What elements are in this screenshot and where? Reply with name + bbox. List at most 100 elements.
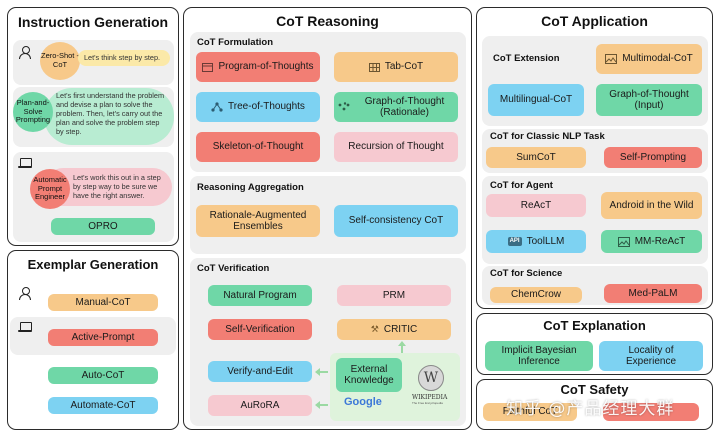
node-label: Manual-CoT (75, 296, 131, 308)
node-label: Locality of Experience (625, 344, 677, 368)
node-label: Android in the Wild (609, 199, 694, 211)
cot-safety-panel: CoT Safety Faithful CoT (476, 379, 713, 430)
opro-node: OPRO (51, 218, 155, 235)
node-label: Rationale-Augmented Ensembles (209, 209, 307, 233)
node-label: CRITIC (383, 323, 418, 335)
node-label: ToolLLM (526, 235, 565, 247)
section-title: Reasoning Aggregation (197, 182, 304, 193)
manual-cot-node: Manual-CoT (48, 294, 158, 311)
active-prompt-node: Active-Prompt (48, 329, 158, 346)
wikipedia-tagline: The Free Encyclopedia (412, 401, 443, 405)
implicit-bayesian-inference-node: Implicit Bayesian Inference (485, 341, 593, 371)
auto-cot-node: Auto-CoT (48, 367, 158, 384)
tree-icon (211, 102, 223, 112)
node-label: ChemCrow (510, 289, 561, 301)
node-label: Program-of-Thoughts (218, 61, 314, 73)
node-label: Natural Program (223, 289, 297, 301)
toolllm-node: API ToolLLM (486, 230, 586, 253)
ape-prompt-text: Let's work this out in a step by step wa… (73, 173, 161, 200)
plan-and-solve-node: Plan-and-Solve Prompting (13, 92, 53, 132)
cot-explanation-panel: CoT Explanation Implicit Bayesian Infere… (476, 313, 713, 375)
grid-icon (368, 62, 380, 72)
node-label: Graph-of-Thought (Input) (609, 88, 689, 112)
ape-node: Automatic Prompt Engineer (30, 169, 70, 209)
laptop-icon (18, 158, 32, 169)
section-title: CoT Formulation (197, 37, 273, 48)
recursion-of-thought-node: Recursion of Thought (334, 132, 458, 162)
wikipedia-globe-icon: W (418, 365, 444, 391)
android-in-the-wild-node: Android in the Wild (601, 192, 702, 219)
node-label: Med-PaLM (628, 287, 678, 299)
rationale-augmented-ensembles-node: Rationale-Augmented Ensembles (196, 205, 320, 237)
node-label: Recursion of Thought (348, 141, 444, 153)
node-label: AuRoRA (240, 399, 280, 411)
critic-node: ⚒ CRITIC (337, 319, 451, 340)
node-label: Self-consistency CoT (348, 215, 444, 227)
cot-application-panel: CoT Application CoT Extension Multimodal… (476, 7, 713, 309)
verify-and-edit-node: Verify-and-Edit (208, 361, 312, 382)
node-label: Skeleton-of-Thought (212, 141, 304, 153)
zero-shot-cot-node: Zero-Shot -CoT (40, 42, 80, 80)
node-label: Self-Verification (225, 323, 295, 335)
api-icon: API (507, 237, 522, 246)
node-label: MM-ReAcT (634, 235, 686, 247)
aurora-node: AuRoRA (208, 395, 312, 416)
node-label: Self-Prompting (619, 151, 687, 163)
tools-icon: ⚒ (370, 324, 379, 335)
wikipedia-wordmark: WIKIPEDIA (412, 394, 448, 401)
panel-title: CoT Reasoning (276, 13, 379, 29)
tab-cot-node: Tab-CoT (334, 52, 458, 82)
section-title: CoT for Agent (490, 180, 553, 191)
panel-title: CoT Application (541, 13, 648, 29)
instruction-generation-panel: Instruction Generation Zero-Shot -CoT Le… (7, 7, 179, 246)
safety-node-red (603, 403, 699, 421)
node-label: Implicit Bayesian Inference (501, 344, 577, 368)
zero-shot-prompt-text: Let's think step by step. (84, 53, 161, 62)
chemcrow-node: ChemCrow (490, 287, 582, 303)
panel-title: Instruction Generation (17, 14, 169, 30)
program-of-thoughts-node: Program-of-Thoughts (196, 52, 320, 82)
node-label: ReAcT (520, 199, 552, 211)
person-icon (18, 287, 32, 300)
cot-reasoning-panel: CoT Reasoning CoT Formulation Program-of… (183, 7, 472, 430)
plan-and-solve-prompt-text: Let's first understand the problem and d… (56, 91, 165, 136)
node-label: SumCoT (516, 151, 556, 163)
section-title: CoT for Science (490, 268, 563, 279)
faithful-cot-node: Faithful CoT (483, 403, 577, 421)
watermark: 知乎 @产品经理大群 (506, 399, 675, 419)
locality-of-experience-node: Locality of Experience (599, 341, 703, 371)
node-label: Active-Prompt (71, 331, 135, 343)
image-icon (617, 236, 630, 247)
panel-title: CoT Explanation (543, 318, 646, 333)
section-title: CoT Verification (197, 263, 270, 274)
mm-react-node: MM-ReAcT (601, 230, 702, 253)
self-verification-node: Self-Verification (208, 319, 312, 340)
automate-cot-node: Automate-CoT (48, 397, 158, 414)
node-label: PRM (382, 289, 406, 301)
node-label: Tab-CoT (384, 61, 424, 73)
arrow-up-icon (398, 341, 406, 354)
prm-node: PRM (337, 285, 451, 306)
sumcot-node: SumCoT (486, 147, 586, 168)
section-title: CoT for Classic NLP Task (490, 131, 605, 142)
multilingual-cot-node: Multilingual-CoT (488, 84, 584, 116)
node-label: Multimodal-CoT (622, 53, 693, 65)
graph-of-thought-rationale-node: Graph-of-Thought (Rationale) (334, 92, 458, 122)
image-icon (605, 54, 618, 64)
exemplar-generation-panel: Exemplar Generation Manual-CoT Active-Pr… (7, 250, 179, 430)
react-node: ReAcT (486, 194, 586, 217)
external-knowledge-node: External Knowledge (336, 358, 402, 392)
node-label: Verify-and-Edit (227, 365, 293, 377)
table-icon (202, 62, 214, 72)
node-label: Tree-of-Thoughts (228, 101, 305, 113)
arrow-left-icon (315, 401, 328, 409)
node-label: Auto-CoT (81, 369, 125, 381)
self-prompting-node: Self-Prompting (604, 147, 702, 168)
node-label: External Knowledge (344, 363, 394, 387)
multimodal-cot-node: Multimodal-CoT (596, 44, 702, 74)
node-label: Faithful CoT (502, 406, 558, 418)
graph-icon (338, 102, 350, 111)
skeleton-of-thought-node: Skeleton-of-Thought (196, 132, 320, 162)
node-label: Graph-of-Thought (Rationale) (364, 95, 445, 119)
node-label: Automate-CoT (70, 399, 136, 411)
